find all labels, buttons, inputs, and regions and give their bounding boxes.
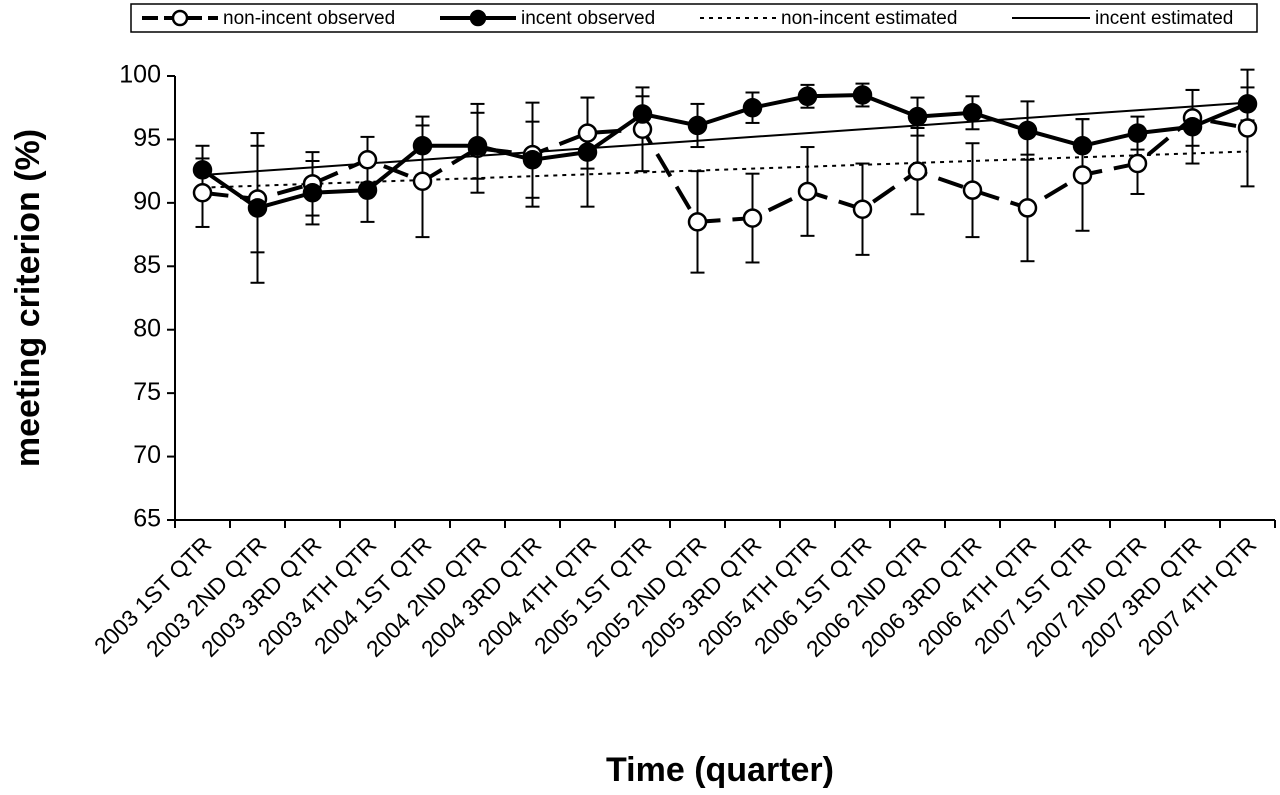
x-axis-title: Time (quarter) [606,751,834,789]
marker [302,182,323,203]
marker [357,180,378,200]
marker [467,136,488,156]
marker [907,161,928,181]
y-tick-label: 100 [119,61,161,89]
marker [577,123,598,143]
legend-label: incent estimated [1095,8,1233,29]
y-axis-title: meeting criterion (%) [9,129,47,467]
series-line [202,150,1248,189]
marker [1237,118,1258,138]
legend-label: incent observed [521,8,655,29]
y-tick-label: 65 [133,505,161,533]
y-tick-label: 95 [133,124,161,152]
marker [412,171,433,192]
y-tick-label: 90 [133,187,161,215]
marker [1017,198,1038,218]
marker [797,86,818,107]
marker [192,182,213,203]
legend-label: non-incent estimated [781,8,957,29]
marker [797,181,818,202]
marker [1237,94,1258,114]
legend-marker [469,9,487,27]
marker [357,149,378,170]
y-tick-label: 80 [133,314,161,342]
marker [1127,123,1148,143]
marker [192,160,213,180]
marker [852,199,873,219]
marker [742,208,763,228]
y-tick-label: 75 [133,378,161,406]
marker [1182,116,1203,137]
y-tick-label: 70 [133,441,161,469]
marker [962,180,983,200]
marker [522,149,543,170]
marker [852,85,873,105]
marker [907,106,928,127]
marker [577,142,598,162]
marker [412,136,433,156]
legend-marker [171,9,189,27]
marker [1017,120,1038,141]
y-tick-label: 85 [133,251,161,279]
marker [687,212,708,232]
marker [1072,165,1093,185]
marker [742,97,763,118]
marker [1072,136,1093,156]
marker [632,104,653,124]
marker [962,103,983,123]
legend-label: non-incent observed [223,8,395,29]
marker [1127,153,1148,174]
legend-box [130,3,1258,33]
marker [687,115,708,136]
marker [247,198,268,218]
